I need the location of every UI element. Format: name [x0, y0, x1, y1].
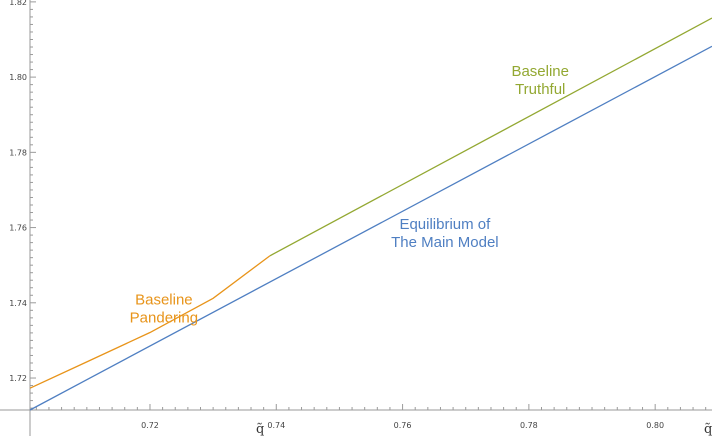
y-tick-label: 1.76: [9, 224, 27, 233]
y-tick-label: 1.80: [9, 73, 27, 82]
x-axis-symbol-mid: q̃: [256, 422, 264, 436]
y-tick-label: 1.78: [9, 148, 27, 157]
annotation-line: Baseline: [511, 63, 569, 80]
x-tick-label: 0.74: [267, 421, 285, 430]
x-ticks: [35, 404, 707, 410]
annotation-baseline-truthful: Baseline Truthful: [511, 63, 569, 98]
series-line-baseline-truthful: [269, 17, 712, 257]
series: [29, 17, 712, 411]
annotation-equilibrium: Equilibrium of The Main Model: [391, 216, 499, 251]
y-tick-label: 1.74: [9, 299, 27, 308]
annotation-line: The Main Model: [391, 234, 499, 251]
x-tick-labels: 0.72 0.74 0.76 0.78 0.80: [141, 421, 664, 430]
x-axis-symbol-end: q̃: [704, 422, 712, 436]
annotation-line: Baseline: [135, 292, 193, 309]
x-tick-label: 0.80: [646, 421, 664, 430]
annotation-line: Equilibrium of: [399, 216, 491, 233]
x-tick-label: 0.76: [394, 421, 412, 430]
series-line-equilibrium: [29, 45, 712, 411]
y-tick-label: 1.82: [9, 0, 27, 7]
annotation-baseline-pandering: Baseline Pandering: [130, 292, 198, 327]
series-line-baseline-pandering: [29, 255, 271, 389]
annotation-line: Pandering: [130, 310, 198, 327]
x-tick-label: 0.72: [141, 421, 159, 430]
annotation-line: Truthful: [515, 81, 565, 98]
y-tick-label: 1.72: [9, 374, 27, 383]
x-tick-label: 0.78: [520, 421, 538, 430]
y-ticks: [30, 1, 36, 409]
y-tick-labels: 1.72 1.74 1.76 1.78 1.80 1.82: [9, 0, 27, 383]
